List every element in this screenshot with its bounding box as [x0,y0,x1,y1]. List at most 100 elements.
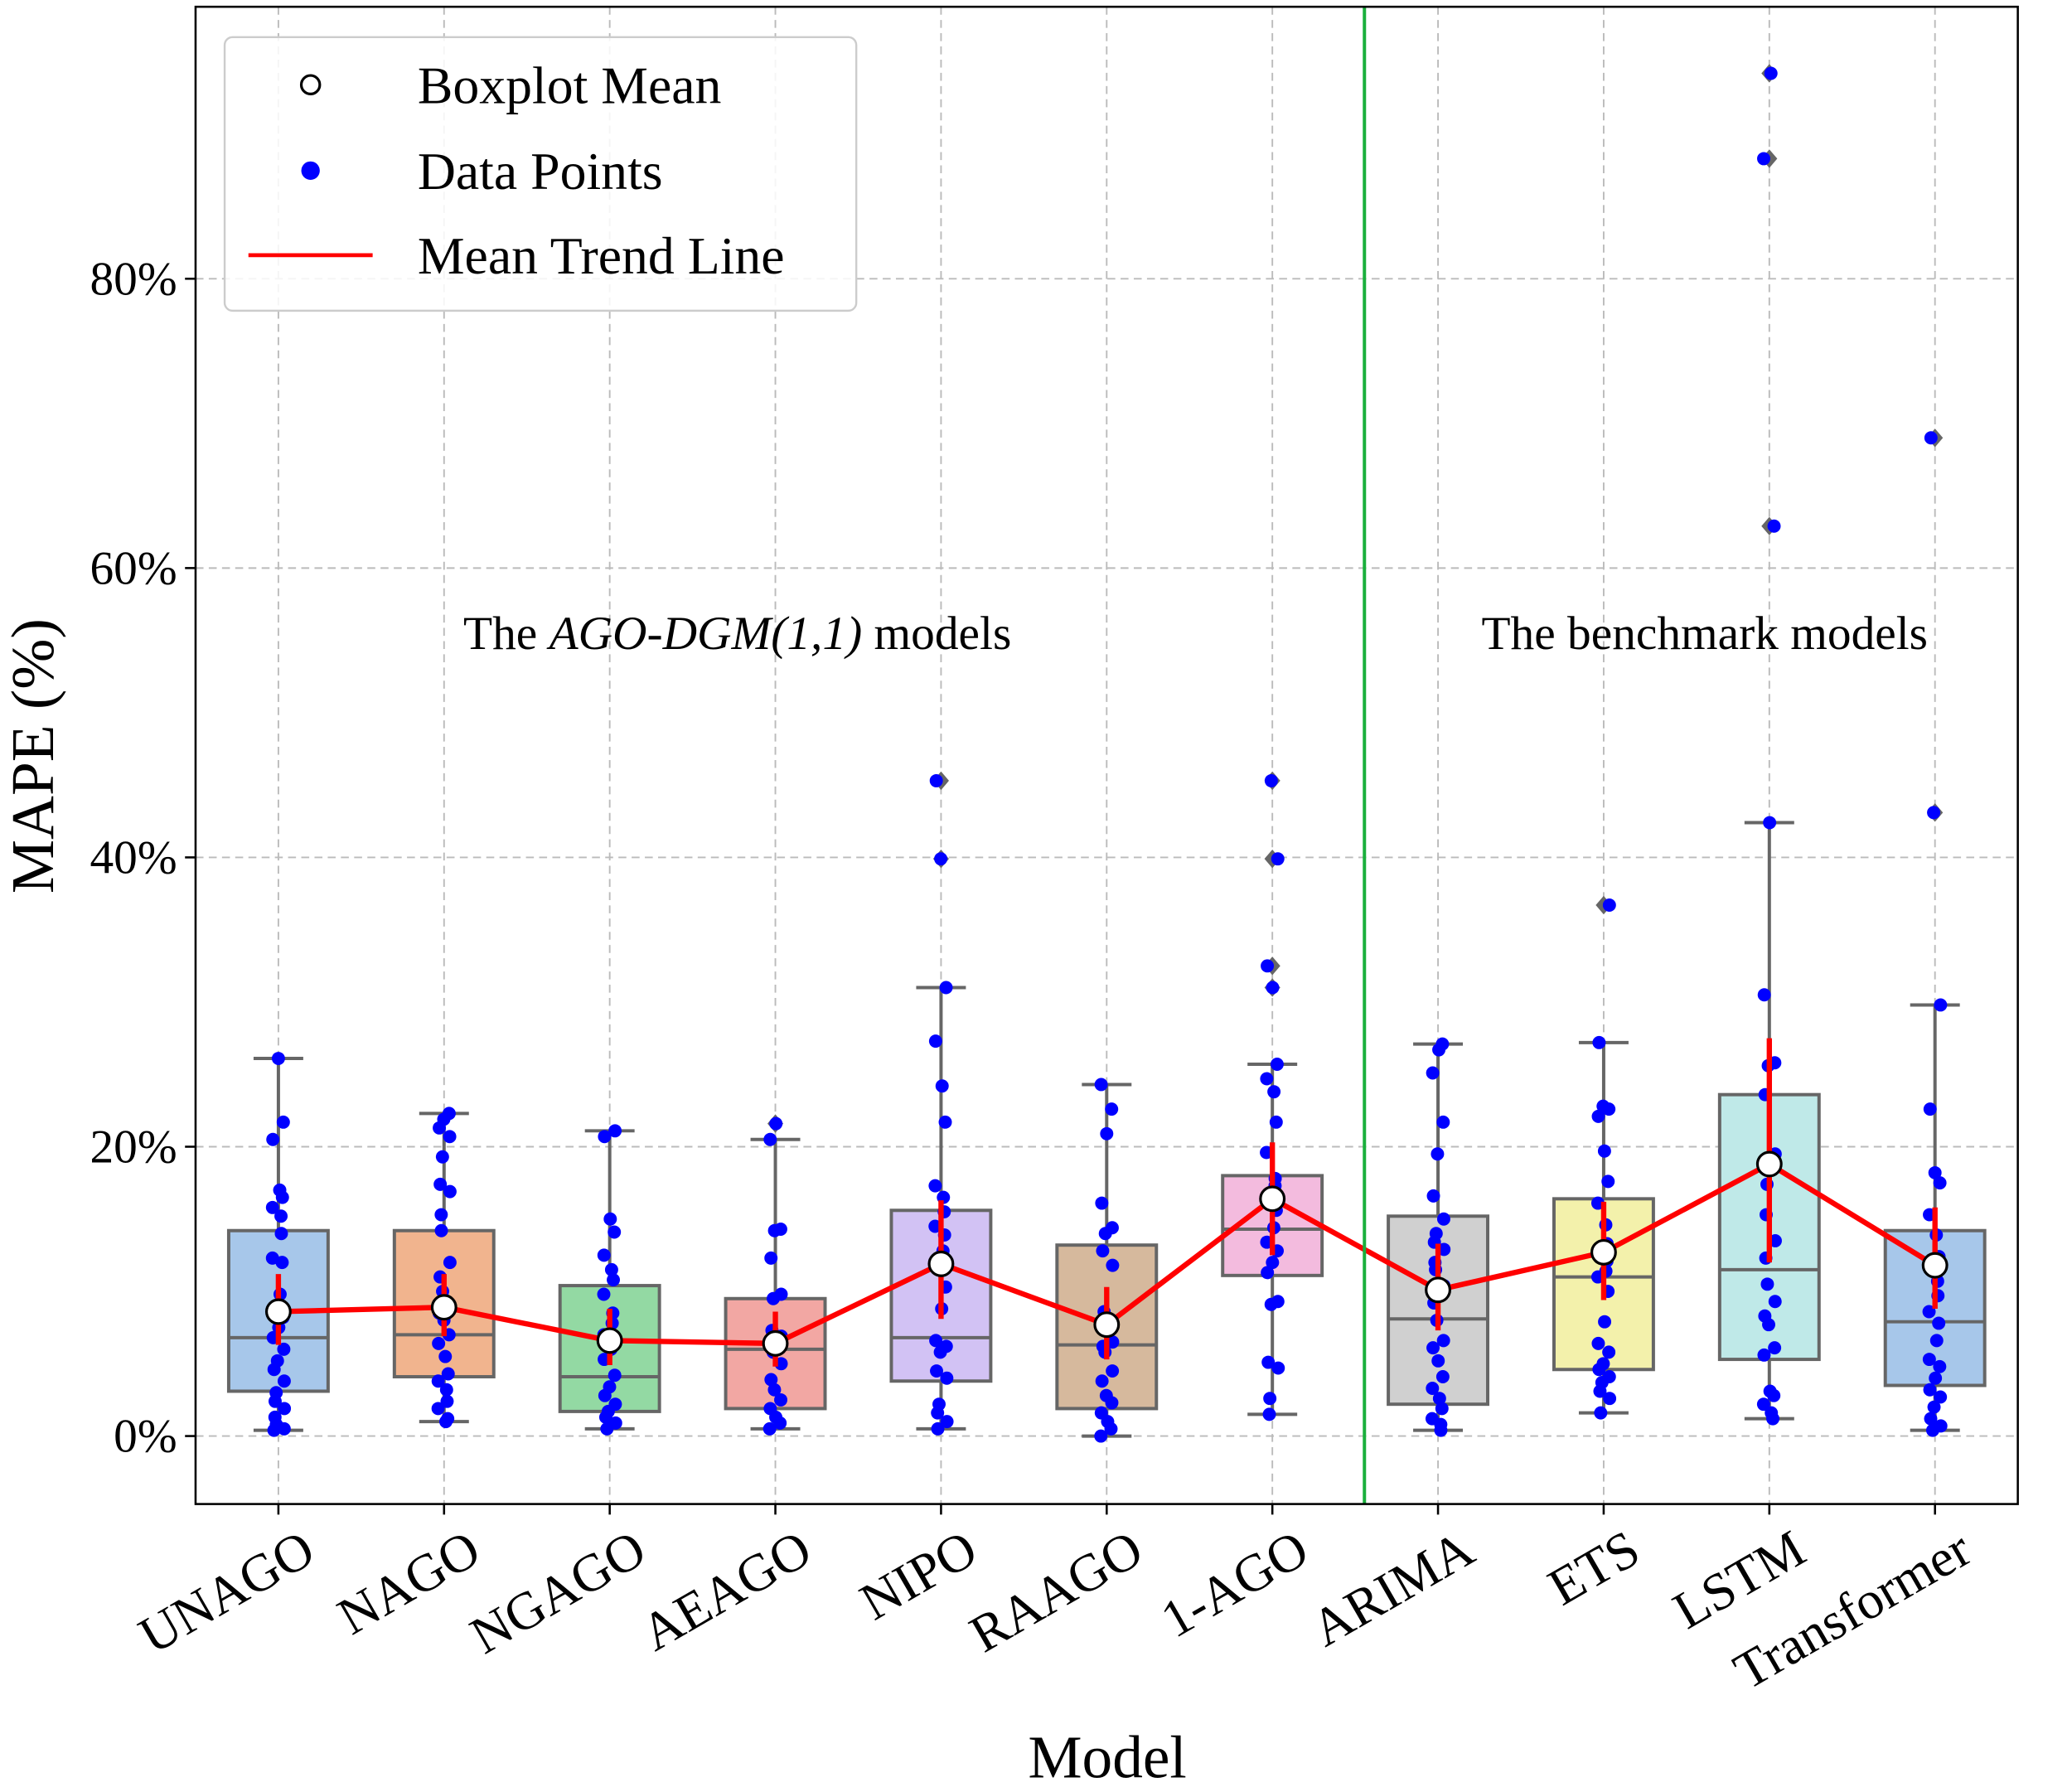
data-point [1928,1165,1942,1179]
boxplot-mean-marker [1755,1150,1783,1178]
data-point [938,1115,952,1129]
data-point [1106,1364,1120,1378]
data-point [431,1402,445,1416]
data-point [930,1364,943,1378]
data-point [929,1334,943,1348]
data-point [1924,431,1938,445]
data-point [1262,1407,1276,1421]
data-point [1095,1196,1109,1210]
boxplot-mean-marker [1590,1238,1617,1266]
data-point [1764,66,1778,80]
data-point [767,1383,782,1397]
data-point [1603,1392,1617,1406]
data-point [933,1345,947,1359]
mean-trend [264,1038,1949,1367]
data-point [1436,1115,1450,1129]
data-point [928,1179,942,1193]
data-point [1264,773,1278,787]
data-point [608,1225,622,1239]
data-point [1271,852,1285,866]
data-point [928,1034,942,1048]
data-point [433,1177,448,1191]
data-point [935,1079,949,1093]
legend-label-mean: Boxplot Mean [418,56,722,115]
y-tick-label: 20% [90,1121,177,1174]
data-point [597,1287,611,1301]
data-point [1426,1341,1440,1355]
data-point [1105,1102,1119,1116]
data-point [434,1223,448,1237]
data-point [1260,1072,1274,1086]
data-point [1934,1390,1948,1404]
x-axis-label: Model [1028,1724,1186,1787]
data-point [1436,1334,1450,1348]
data-point [266,1132,280,1146]
data-point [277,1342,291,1356]
legend: Boxplot Mean Data Points Mean Trend Line [223,36,858,312]
data-point [1762,1318,1775,1332]
data-point [276,1115,290,1129]
data-point [443,1256,457,1270]
data-point [1597,1144,1611,1158]
data-point [767,1291,780,1305]
legend-mean-marker [299,74,322,95]
boxplot-mean-marker [1093,1311,1121,1339]
data-point [764,1373,778,1387]
data-point [443,1130,457,1144]
data-point [1261,1355,1276,1369]
data-point [773,1416,787,1430]
data-point [1602,1102,1616,1116]
data-point [1766,1412,1780,1426]
legend-label-points: Data Points [418,142,663,201]
data-point [598,1130,612,1144]
data-point [267,1363,281,1377]
data-point [607,1273,621,1287]
data-point [271,1052,285,1066]
data-point [1436,1212,1450,1226]
data-point [1431,1354,1445,1368]
data-point [431,1374,445,1388]
data-point [1929,1371,1943,1385]
data-point [934,852,948,866]
data-point [767,1223,782,1237]
data-point [439,1383,453,1397]
data-point [435,1150,449,1164]
data-point [940,1371,954,1385]
data-point [1591,1336,1605,1350]
data-point [1270,1058,1284,1071]
data-point [1767,1388,1781,1402]
data-point [1426,1382,1440,1395]
data-point [434,1208,448,1222]
data-point [603,1212,617,1226]
data-point [1924,1412,1938,1426]
y-tick-label: 80% [90,253,177,305]
data-point [274,1209,288,1223]
data-point [1932,1316,1946,1330]
data-point [441,1367,455,1381]
data-point [1105,1396,1119,1410]
data-point [1763,816,1777,830]
data-point [1094,1429,1108,1443]
data-point [940,1415,954,1429]
boxplot-mean-marker [1921,1252,1949,1279]
data-point [1768,1295,1782,1309]
data-point [608,1124,622,1138]
data-point [1266,981,1280,995]
data-point [438,1349,453,1363]
data-point [1435,1370,1450,1383]
data-point [1598,1315,1612,1329]
data-point [1264,1297,1278,1311]
data-point [433,1121,447,1135]
annotation-ago-models: The AGO-DGM(1,1) models [463,608,1011,660]
data-point [1593,1384,1607,1398]
data-point [1757,988,1771,1002]
legend-label-trend: Mean Trend Line [418,226,785,285]
data-point [1100,1126,1114,1140]
y-axis-label: MAPE (%) [0,618,66,894]
boxplot-mean-marker [927,1250,955,1277]
data-point [1927,1400,1941,1414]
data-point [1267,1085,1281,1099]
data-point [598,1388,612,1402]
data-point [1927,806,1941,820]
data-point [1760,1277,1774,1291]
